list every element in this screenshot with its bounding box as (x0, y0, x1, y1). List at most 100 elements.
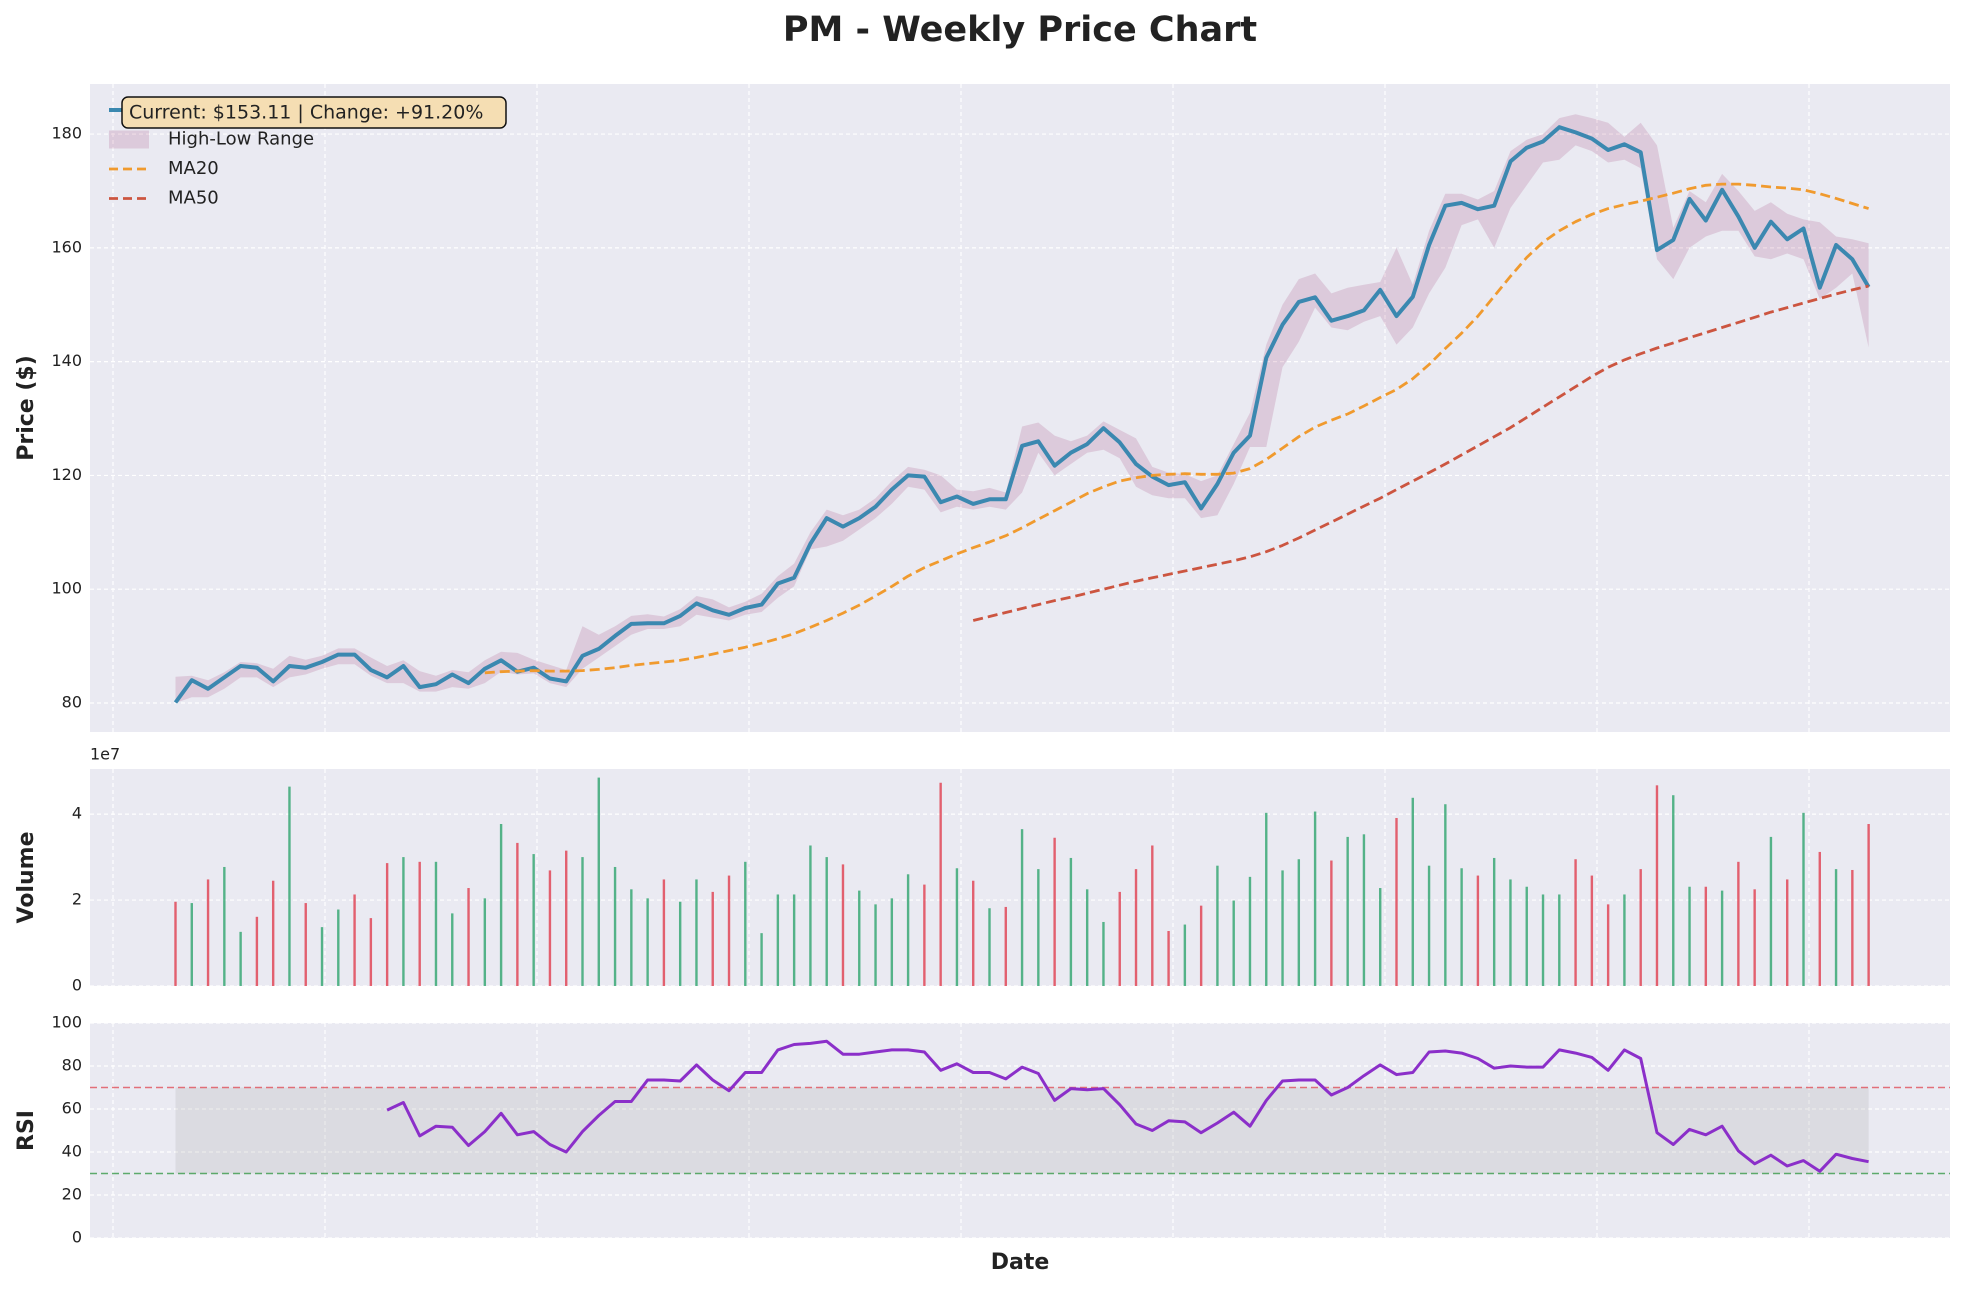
volume-bar (1085, 889, 1089, 986)
volume-bar (662, 879, 666, 986)
volume-bar (1655, 785, 1659, 986)
volume-bar (923, 884, 926, 986)
volume-bar (483, 898, 487, 986)
volume-bar (1199, 905, 1203, 986)
volume-bar (1281, 870, 1284, 986)
volume-bar (532, 854, 535, 986)
volume-bar (1216, 865, 1219, 986)
volume-bar (418, 861, 421, 986)
volume-bar (678, 901, 682, 986)
y-axis-label: Price ($) (14, 355, 39, 461)
volume-bar (1851, 869, 1854, 986)
volume-bar (1720, 890, 1724, 986)
volume-bar (792, 894, 796, 986)
volume-bar (1346, 836, 1349, 986)
volume-bar (1590, 875, 1594, 986)
volume-bar (1151, 845, 1154, 986)
volume-bar (630, 889, 633, 986)
y-tick-label: 0 (72, 1228, 82, 1247)
legend-label: MA50 (168, 188, 219, 209)
volume-bar (565, 850, 568, 986)
volume-bar (1492, 857, 1496, 986)
volume-bar (1232, 900, 1235, 986)
y-tick-label: 20 (62, 1185, 82, 1204)
volume-bar (304, 903, 307, 986)
plot-area (90, 84, 1950, 732)
volume-bar (1297, 859, 1301, 986)
volume-bar (353, 894, 356, 986)
volume-bar (1688, 886, 1691, 986)
volume-bar (1476, 875, 1480, 986)
volume-bar (1053, 837, 1056, 986)
volume-bar (727, 875, 731, 986)
volume-bar (695, 879, 698, 986)
y-tick-label: 4 (72, 804, 82, 823)
volume-bar (874, 904, 877, 986)
volume-bar (1639, 869, 1642, 986)
volume-bar (499, 824, 503, 986)
volume-bar (1867, 824, 1870, 986)
high-low-band (175, 114, 1869, 703)
y-tick-label: 100 (51, 579, 82, 598)
volume-bar (1102, 921, 1105, 986)
volume-bar (271, 880, 275, 986)
volume-bar (1313, 811, 1317, 986)
legend-label: MA20 (168, 158, 219, 179)
volume-bar (1183, 924, 1187, 986)
volume-bar (613, 866, 617, 986)
moving-average-line (972, 284, 1869, 622)
volume-bar (1379, 888, 1382, 986)
y-tick-label: 60 (62, 1099, 82, 1118)
volume-bar (1818, 851, 1821, 986)
volume-bar (1167, 930, 1170, 986)
volume-bar (223, 866, 226, 986)
volume-bar (190, 903, 193, 986)
legend-label: High-Low Range (168, 129, 314, 150)
annotation-box (121, 96, 507, 129)
y-tick-label: 100 (51, 1013, 82, 1032)
volume-bar (1020, 829, 1024, 986)
volume-bar (1525, 886, 1528, 986)
volume-bar (1802, 812, 1805, 986)
y-tick-label: 2 (72, 890, 82, 909)
y-tick-label: 140 (51, 351, 82, 370)
volume-bar (467, 888, 470, 986)
price-line (386, 1039, 1869, 1173)
volume-bar (906, 874, 910, 986)
volume-bar (1786, 879, 1789, 986)
volume-bar (972, 880, 975, 986)
volume-bar (548, 870, 552, 986)
volume-bar (1704, 886, 1708, 986)
y-tick-label: 180 (51, 124, 82, 143)
price-line (173, 125, 1871, 704)
volume-bar (1753, 889, 1756, 986)
volume-bar (1427, 865, 1431, 986)
y-tick-label: 80 (62, 1056, 82, 1075)
annotation: Current: $153.11 | Change: +91.20% (129, 102, 483, 124)
volume-bar (1118, 891, 1121, 986)
neutral-zone (175, 1087, 1869, 1174)
y-axis-label: Volume (14, 832, 39, 924)
volume-bar (255, 916, 259, 986)
volume-bar (1037, 869, 1040, 986)
volume-bar (1509, 879, 1512, 986)
volume-bar (1672, 795, 1675, 986)
volume-bar (581, 857, 584, 986)
volume-bar (1265, 812, 1268, 986)
plot-area (90, 769, 1950, 986)
legend-swatch (109, 130, 149, 149)
volume-bar (988, 908, 991, 986)
volume-bar (597, 777, 600, 986)
volume-bar (174, 901, 177, 986)
y-tick-label: 0 (72, 976, 82, 995)
volume-bar (841, 864, 845, 986)
axis-offset-label: 1e7 (90, 745, 120, 764)
volume-bar (1460, 868, 1463, 986)
y-tick-label: 80 (62, 692, 82, 711)
volume-bar (1069, 857, 1073, 986)
volume-bar (955, 868, 959, 986)
volume-bar (434, 861, 438, 986)
volume-bar (402, 857, 405, 986)
